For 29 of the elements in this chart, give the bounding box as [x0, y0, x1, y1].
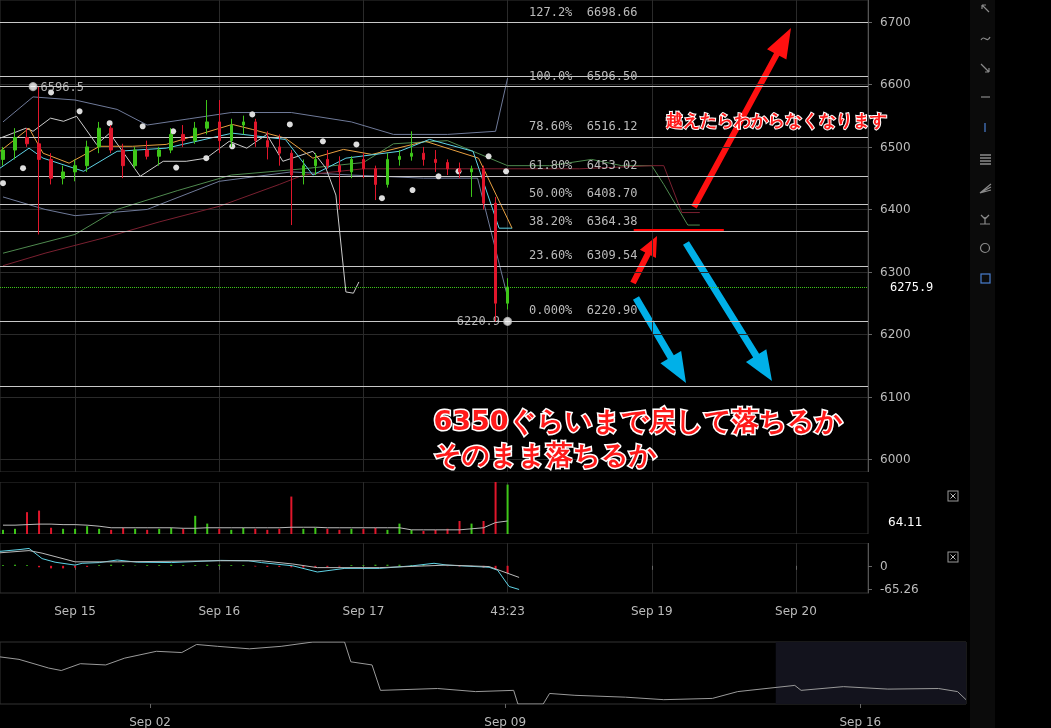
- y-tick-label: 6300: [880, 264, 911, 279]
- x-tick-label: Sep 16: [839, 715, 882, 728]
- y-tick-label: 6000: [880, 452, 911, 467]
- y-tick-label: -65.26: [880, 582, 919, 597]
- ref-line-label: 38.20% 6364.38: [529, 213, 638, 228]
- ref-line-label: 6275.9: [890, 280, 934, 295]
- x-tick-label: Sep 09: [484, 715, 527, 728]
- x-tick-label: Sep 16: [198, 604, 241, 618]
- ref-line-label: 0.000% 6220.90: [529, 303, 638, 318]
- ref-line-label: 127.2% 6698.66: [529, 4, 638, 19]
- y-tick-label: 6200: [880, 327, 911, 342]
- x-tick-label: Sep 20: [775, 604, 817, 618]
- x-tick-label: Sep 17: [342, 604, 385, 618]
- y-tick-label: 6600: [880, 77, 911, 92]
- x-tick-label: Sep 15: [54, 604, 96, 618]
- x-tick-label: Sep 02: [129, 715, 171, 728]
- y-tick-label: 6100: [880, 389, 911, 404]
- y-tick-label: 0: [880, 558, 888, 573]
- ref-line-label: 50.00% 6408.70: [529, 185, 638, 200]
- annotation: 6350ぐらいまで戻して落ちるか: [433, 404, 843, 436]
- y-tick-label: 6500: [880, 139, 911, 154]
- annotation: そのまま落ちるか: [433, 438, 657, 470]
- y-tick-label: 6400: [880, 202, 911, 217]
- ref-line-label: 78.60% 6516.12: [529, 118, 638, 133]
- y-tick-label: 6700: [880, 14, 911, 29]
- ref-line-label: 23.60% 6309.54: [529, 247, 638, 262]
- text: 64.11: [888, 515, 923, 529]
- x-tick-label: Sep 19: [630, 604, 673, 618]
- x-tick-label: 43:23: [490, 604, 525, 618]
